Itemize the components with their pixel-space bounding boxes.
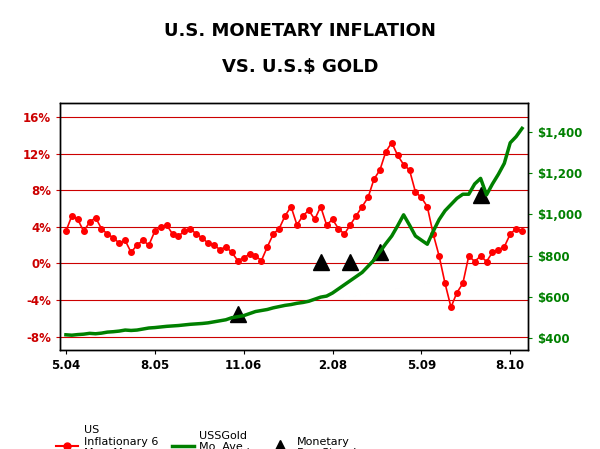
Legend: US
Inflationary 6
Mos. Money
Growth, USSGold
Mo. Ave.,
Right Axis, Monetary
Buy : US Inflationary 6 Mos. Money Growth, USS… [56, 425, 362, 449]
Text: VS. U.S.$ GOLD: VS. U.S.$ GOLD [222, 58, 378, 76]
Text: U.S. MONETARY INFLATION: U.S. MONETARY INFLATION [164, 22, 436, 40]
